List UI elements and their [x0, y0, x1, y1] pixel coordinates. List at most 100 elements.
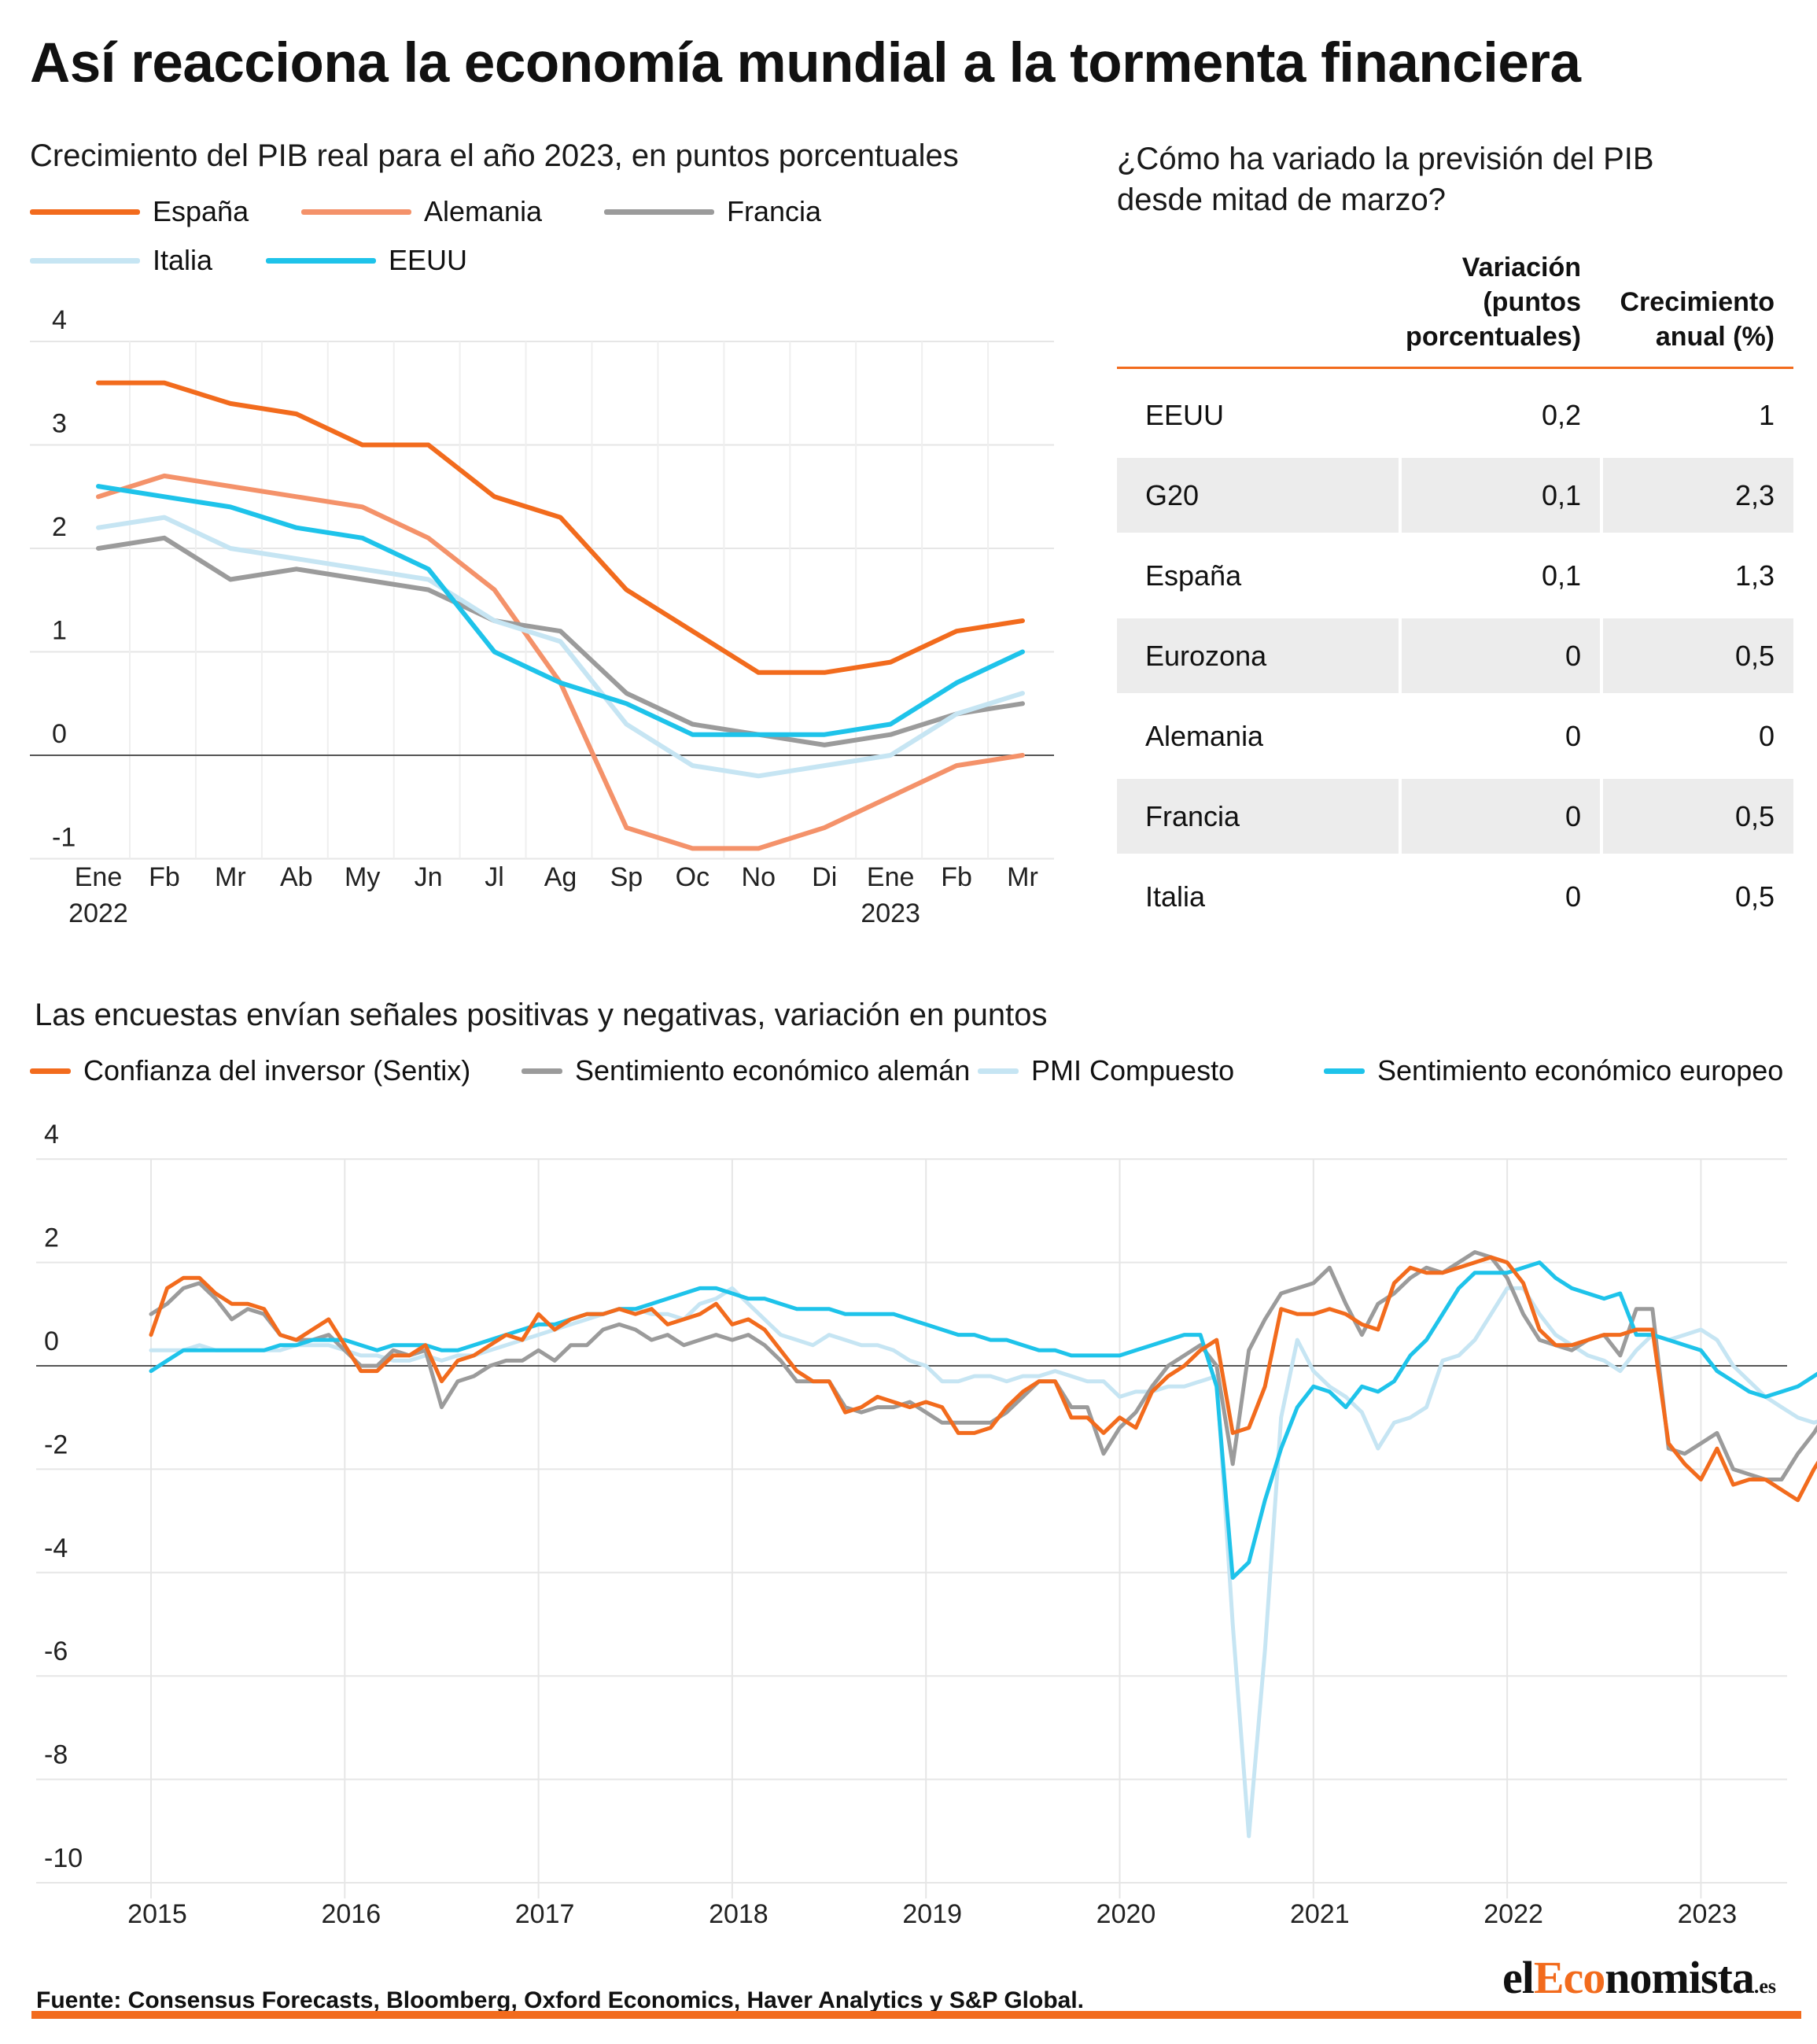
survey-y-tick-label: -6 [44, 1636, 68, 1666]
row-variacion: 0 [1402, 618, 1600, 693]
survey-x-tick-label: 2022 [1483, 1899, 1543, 1929]
row-crecimiento: 0 [1758, 719, 1775, 752]
row-label: Italia [1145, 880, 1206, 913]
row-crecimiento: 0,5 [1603, 618, 1793, 693]
gdp-series-line-eeuu [96, 484, 1025, 737]
gdp-x-tick-label: No [742, 862, 776, 892]
legend-label: Italia [153, 244, 213, 276]
legend-swatch [522, 1068, 562, 1074]
header-line: porcentuales) [1406, 322, 1581, 352]
gdp-x-tick-label: Jn [415, 862, 443, 892]
table-row-francia: Francia 0 0,5 [1117, 779, 1793, 854]
gdp-series-line-francia [96, 535, 1025, 747]
row-variacion: 0 [1565, 719, 1581, 752]
gdp-y-tick-label: 0 [52, 719, 67, 749]
table-row-espana: España 0,1 1,3 [1117, 538, 1793, 613]
legend-item-sentimiento-economico-europeo: Sentimiento económico europeo [1324, 1054, 1783, 1087]
gdp-x-tick-label: Mr [215, 862, 246, 892]
row-label: EEUU [1145, 398, 1225, 431]
gdp-series-line-italia [96, 515, 1025, 779]
survey-y-tick-label: -4 [44, 1533, 68, 1563]
gdp-x-tick-year-label: 2022 [68, 898, 128, 928]
legend-label: Sentimiento económico alemán [575, 1054, 971, 1087]
legend-swatch [30, 257, 140, 264]
page-title: Así reacciona la economía mundial a la t… [30, 32, 1581, 94]
legend-label: Alemania [424, 195, 543, 227]
row-variacion: 0,1 [1541, 559, 1581, 592]
legend-label: Confianza del inversor (Sentix) [83, 1054, 471, 1087]
gdp-x-tick-label: Fb [941, 862, 972, 892]
table-header-variacion: Variación (puntos porcentuales) [1402, 250, 1581, 354]
logo-part: nomista [1605, 1952, 1755, 2003]
legend-swatch [1324, 1068, 1365, 1074]
survey-x-tick-label: 2017 [515, 1899, 575, 1929]
logo-tld: .es [1753, 1975, 1777, 1998]
gdp-x-tick-label: Jl [485, 862, 504, 892]
header-line: (puntos [1483, 287, 1581, 317]
legend-label: España [153, 195, 249, 227]
survey-chart: 4 2 0 -2 -4 -6 -8 -10 2015 2016 2017 2018 2019 2020 20… [36, 1120, 1817, 1929]
survey-chart-title: Las encuestas envían señales positivas y… [35, 998, 1048, 1032]
row-crecimiento: 0,5 [1734, 880, 1775, 913]
survey-x-tick-label: 2020 [1096, 1899, 1156, 1929]
legend-label: Francia [727, 195, 822, 227]
legend-label: PMI Compuesto [1031, 1054, 1235, 1087]
gdp-x-tick-label: Di [812, 862, 837, 892]
logo-part: el [1502, 1952, 1535, 2003]
row-label: Alemania [1145, 719, 1264, 752]
gdp-x-tick-label: Oc [676, 862, 709, 892]
row-label: Eurozona [1117, 618, 1399, 693]
survey-series-line-sentimiento-economico-europeo [149, 1260, 1817, 1580]
gdp-chart: 4 3 2 1 0 -1 Ene 2022 Fb Mr Ab My Jn Jl Ag Sp Oc No Di Ene 2… [30, 305, 1054, 928]
gdp-y-tick-label: 4 [52, 305, 67, 335]
survey-x-tick-label: 2023 [1678, 1899, 1738, 1929]
survey-x-tick-label: 2015 [127, 1899, 187, 1929]
legend-swatch [604, 208, 714, 215]
eleconomista-logo: elEconomista.es [1502, 1951, 1776, 2004]
row-crecimiento: 0,5 [1603, 779, 1793, 854]
survey-x-tick-label: 2016 [321, 1899, 381, 1929]
table-header-rule [1117, 367, 1793, 369]
survey-y-tick-label: 0 [44, 1326, 59, 1356]
legend-swatch [30, 1068, 71, 1074]
row-label: G20 [1117, 458, 1399, 533]
gdp-y-tick-label: 3 [52, 409, 67, 439]
survey-y-tick-label: -2 [44, 1430, 68, 1459]
survey-series-line-pmi-compuesto [149, 1286, 1817, 1839]
legend-item-confianza-del-inversor-sentix: Confianza del inversor (Sentix) [30, 1054, 470, 1087]
row-variacion: 0 [1402, 779, 1600, 854]
survey-x-tick-label: 2018 [709, 1899, 768, 1929]
legend-item-espana: España [30, 195, 249, 228]
table-title-line-2: desde mitad de marzo? [1117, 183, 1447, 217]
gdp-x-tick-label: Fb [149, 862, 180, 892]
row-crecimiento: 2,3 [1603, 458, 1793, 533]
legend-item-alemania: Alemania [301, 195, 542, 228]
header-line: Crecimiento [1620, 287, 1775, 317]
legend-swatch [301, 208, 411, 215]
gdp-x-tick-label: Ene [867, 862, 915, 892]
table-title-line-1: ¿Cómo ha variado la previsión del PIB [1117, 142, 1654, 176]
table-row-eurozona: Eurozona 0 0,5 [1117, 618, 1793, 693]
header-line: Variación [1461, 253, 1581, 282]
logo-part-accent: Eco [1533, 1952, 1605, 2003]
gdp-y-tick-label: 2 [52, 512, 67, 542]
survey-series-line-confianza-del-inversor-sentix [149, 1255, 1817, 1503]
gdp-x-tick-label: Sp [610, 862, 643, 892]
legend-item-francia: Francia [604, 195, 821, 228]
header-line: anual (%) [1655, 322, 1775, 352]
survey-chart-legend: Confianza del inversor (Sentix) Sentimien… [30, 1054, 1808, 1101]
row-variacion: 0,2 [1541, 398, 1581, 431]
gdp-series-line-espana [96, 380, 1025, 675]
table-header-crecimiento: Crecimiento anual (%) [1603, 285, 1775, 354]
table-body: EEUU 0,2 1 G20 0,1 2,3 España 0,1 1,3 Eurozona 0 0,… [1117, 378, 1793, 913]
table-row-g20: G20 0,1 2,3 [1117, 458, 1793, 533]
gdp-x-tick-label: Ag [544, 862, 577, 892]
table-row-alemania: Alemania 0 0 [1117, 699, 1793, 773]
legend-item-sentimiento-economico-aleman: Sentimiento económico alemán [522, 1054, 970, 1087]
gdp-x-tick-label: My [345, 862, 380, 892]
table-title: ¿Cómo ha variado la previsión del PIB de… [1117, 138, 1654, 220]
legend-swatch [30, 208, 140, 215]
row-crecimiento: 1 [1758, 398, 1775, 431]
legend-item-italia: Italia [30, 244, 212, 277]
gdp-x-tick-year-label: 2023 [861, 898, 920, 928]
